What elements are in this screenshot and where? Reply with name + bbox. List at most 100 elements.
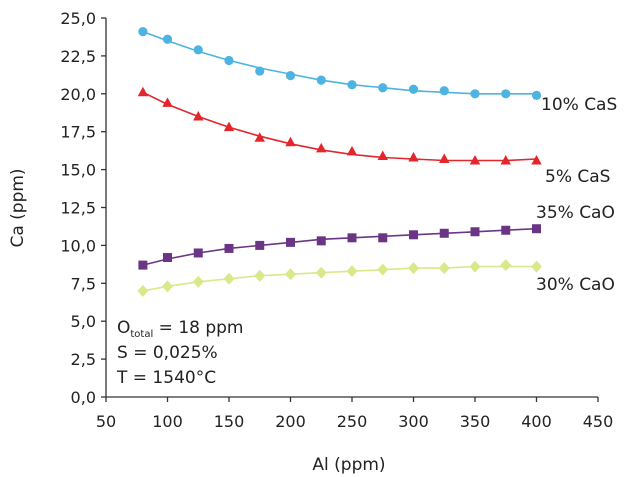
- data-point-5-cas: [316, 142, 327, 153]
- data-point-35-cao: [470, 227, 480, 237]
- data-point-10-cas: [316, 75, 326, 85]
- axes: [105, 18, 598, 398]
- y-tick-label: 0,0: [71, 388, 96, 407]
- temperature-annotation: T = 1540°C: [116, 368, 216, 388]
- data-point-10-cas: [193, 45, 203, 55]
- data-point-35-cao: [409, 230, 418, 240]
- x-tick-label: 100: [152, 412, 183, 431]
- data-point-5-cas: [223, 121, 235, 132]
- data-point-5-cas: [469, 155, 481, 165]
- y-tick-label: 17,5: [60, 123, 96, 142]
- data-point-30-cao: [285, 268, 296, 281]
- data-point-30-cao: [137, 284, 149, 297]
- data-point-5-cas: [531, 155, 542, 165]
- series-line-5-cas: [142, 91, 537, 162]
- y-tick-label: 10,0: [60, 236, 96, 255]
- series-label-10-cas: 10% CaS: [541, 95, 617, 115]
- data-point-30-cao: [254, 269, 266, 282]
- data-point-5-cas: [377, 150, 388, 160]
- oxygen-subscript: total: [130, 329, 153, 340]
- x-tick-label: 50: [96, 412, 116, 431]
- y-tick-label: 2,5: [71, 350, 96, 369]
- y-tick-label: 22,5: [60, 47, 96, 66]
- data-point-30-cao: [500, 259, 512, 272]
- data-point-35-cao: [347, 233, 357, 243]
- x-tick-label: 350: [460, 412, 491, 431]
- data-point-10-cas: [378, 83, 388, 93]
- data-point-30-cao: [346, 265, 358, 278]
- series-10-cas: [138, 27, 542, 100]
- data-point-35-cao: [224, 243, 234, 253]
- data-point-30-cao: [223, 272, 235, 285]
- data-point-35-cao: [316, 236, 326, 246]
- data-point-30-cao: [531, 260, 542, 273]
- data-point-35-cao: [286, 237, 295, 247]
- series-30-cao: [137, 259, 542, 297]
- series-line-10-cas: [142, 30, 537, 95]
- series-line-30-cao: [142, 265, 537, 292]
- data-point-5-cas: [254, 132, 265, 142]
- x-axis-title: Al (ppm): [312, 455, 385, 475]
- sulfur-annotation: S = 0,025%: [117, 343, 218, 363]
- data-point-5-cas: [408, 151, 419, 162]
- x-tick-label: 200: [275, 412, 306, 431]
- data-point-35-cao: [138, 260, 148, 270]
- data-point-10-cas: [531, 90, 542, 100]
- series-labels: 10% CaS 5% CaS 35% CaO 30% CaO: [536, 95, 617, 295]
- data-point-5-cas: [500, 155, 511, 165]
- oxygen-symbol: O: [117, 318, 130, 338]
- conditions-annotation: Ototal = 18 ppm S = 0,025% T = 1540°C: [116, 318, 244, 388]
- x-tick-label: 300: [398, 412, 429, 431]
- data-point-5-cas: [137, 86, 149, 97]
- data-point-5-cas: [346, 145, 358, 156]
- series-5-cas: [137, 86, 542, 165]
- data-point-10-cas: [501, 89, 511, 99]
- data-point-30-cao: [162, 280, 173, 293]
- x-tick-label: 450: [583, 412, 614, 431]
- data-point-10-cas: [138, 27, 148, 37]
- data-point-35-cao: [255, 240, 265, 250]
- y-tick-label: 20,0: [60, 85, 96, 104]
- y-tick-label: 15,0: [60, 161, 96, 180]
- oxygen-annotation: Ototal = 18 ppm: [117, 318, 244, 340]
- data-point-35-cao: [378, 233, 388, 243]
- data-point-35-cao: [193, 248, 203, 258]
- data-point-30-cao: [377, 263, 389, 276]
- y-tick-label: 25,0: [60, 9, 96, 28]
- x-ticks: 50 100 150 200 250 300 350 400 450: [96, 397, 613, 431]
- data-point-35-cao: [439, 228, 449, 238]
- data-point-35-cao: [501, 225, 511, 235]
- data-point-10-cas: [408, 84, 419, 94]
- data-point-5-cas: [162, 97, 173, 107]
- data-point-30-cao: [408, 262, 419, 275]
- y-ticks: 0,0 2,5 5,0 7,5 10,0 12,5 15,0 17,5 20,0 22,5 25,0: [60, 9, 106, 407]
- data-point-10-cas: [470, 89, 480, 99]
- x-tick-label: 150: [214, 412, 245, 431]
- y-tick-label: 7,5: [71, 274, 96, 293]
- x-tick-label: 400: [521, 412, 552, 431]
- data-point-10-cas: [255, 66, 265, 76]
- y-tick-label: 12,5: [60, 199, 96, 218]
- y-tick-label: 5,0: [71, 312, 96, 331]
- data-point-10-cas: [439, 86, 449, 96]
- data-point-30-cao: [469, 260, 481, 273]
- x-tick-label: 250: [337, 412, 368, 431]
- data-point-10-cas: [224, 55, 234, 66]
- data-point-5-cas: [439, 153, 450, 163]
- series-line-35-cao: [142, 227, 537, 266]
- y-axis-title: Ca (ppm): [8, 168, 28, 247]
- data-point-30-cao: [315, 266, 327, 279]
- data-point-10-cas: [347, 80, 357, 90]
- data-point-30-cao: [192, 275, 204, 288]
- data-point-5-cas: [193, 111, 204, 121]
- series-35-cao: [138, 224, 541, 270]
- data-point-5-cas: [285, 136, 296, 147]
- oxygen-value: = 18 ppm: [153, 318, 243, 338]
- data-point-10-cas: [162, 34, 173, 44]
- data-point-35-cao: [163, 253, 172, 263]
- series-layer: [137, 27, 542, 297]
- series-label-5-cas: 5% CaS: [545, 167, 610, 187]
- data-point-10-cas: [285, 71, 296, 81]
- series-label-30-cao: 30% CaO: [536, 275, 615, 295]
